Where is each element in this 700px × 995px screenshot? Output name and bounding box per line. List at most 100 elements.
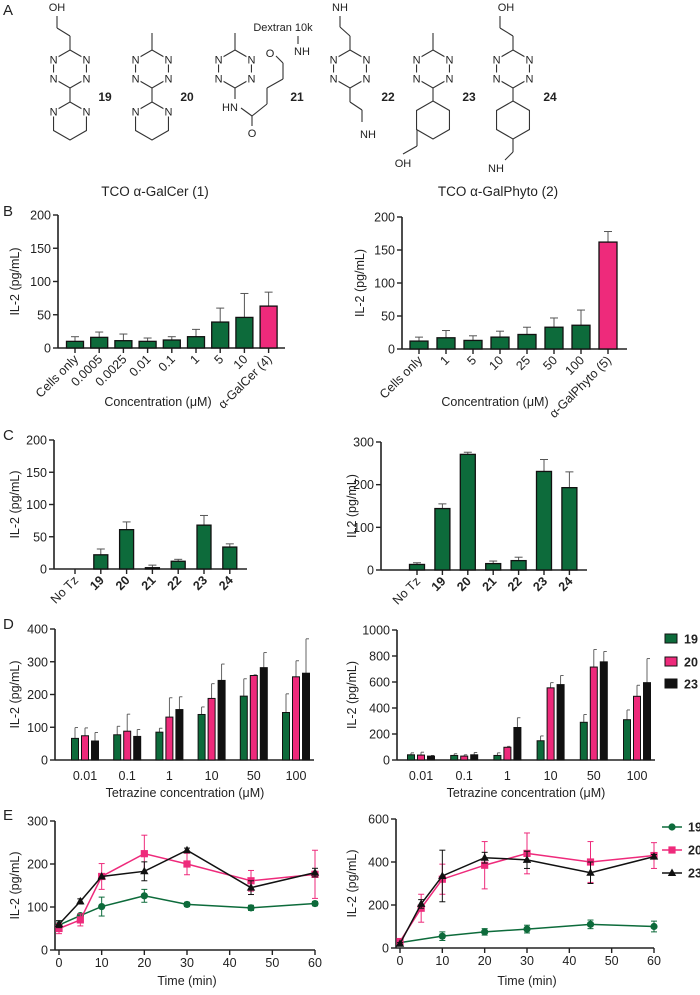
nitrogen-label: N <box>215 74 223 86</box>
legend-label: 23 <box>684 678 698 692</box>
bar <box>459 453 476 571</box>
y-tick-label: 100 <box>27 721 48 735</box>
amide-nh-label: HN <box>222 102 238 114</box>
bar <box>138 340 157 349</box>
data-point-series-20 <box>183 860 191 868</box>
x-tick-label: 50 <box>540 353 560 373</box>
y-tick-label: 100 <box>374 277 395 291</box>
legend-swatch <box>664 633 678 644</box>
compound-number: 20 <box>180 90 194 104</box>
bar-series-20 <box>460 755 469 761</box>
atom-mask <box>163 72 174 84</box>
bar <box>408 563 426 571</box>
y-tick-label: 0 <box>388 343 395 357</box>
bar <box>434 507 451 571</box>
bar-series-23 <box>556 684 565 761</box>
x-tick-label: 5 <box>464 353 479 368</box>
data-point-series-23 <box>182 845 192 854</box>
bar-series-19 <box>493 754 502 761</box>
legend-label: 20 <box>688 844 700 858</box>
x-tick-label: 30 <box>180 956 194 970</box>
bar <box>561 487 578 571</box>
hydroxyl-label: OH <box>395 158 412 170</box>
data-point-series-19 <box>586 920 595 928</box>
data-point-series-19 <box>247 904 255 912</box>
data-point-series-20 <box>140 850 148 858</box>
bar-series-23 <box>513 727 522 761</box>
bond <box>240 107 253 117</box>
nitrogen-label: N <box>82 55 90 67</box>
x-tick-label: 10 <box>95 956 109 970</box>
x-tick-label: 50 <box>265 956 279 970</box>
y-tick-label: 400 <box>368 856 389 870</box>
data-point-series-19 <box>481 928 489 936</box>
atom-mask <box>213 72 224 84</box>
data-point-series-23 <box>395 939 405 947</box>
nitrogen-label: N <box>132 55 140 67</box>
x-tick-label: 30 <box>520 954 534 968</box>
nitrogen-label: N <box>50 74 58 86</box>
atom-mask <box>361 53 372 65</box>
y-tick-label: 0 <box>367 564 374 578</box>
legend-swatch <box>664 678 678 689</box>
x-tick-label: 19 <box>87 573 107 593</box>
bond <box>251 103 268 117</box>
nitrogen-label: N <box>132 74 140 86</box>
data-point-series-23 <box>438 871 447 879</box>
atom-mask <box>163 105 174 117</box>
bar <box>463 339 483 350</box>
x-tick-label: 100 <box>286 769 307 783</box>
bar <box>144 567 161 570</box>
bar-series-19 <box>239 695 248 761</box>
chart-c-right: 0 100 200 300 IL2 (pg/mL) No Tz 19 20 21 22 23 24 <box>345 436 587 608</box>
nitrogen-label: N <box>362 55 370 67</box>
bar-series-19 <box>113 734 122 761</box>
x-tick-label: 0 <box>397 954 404 968</box>
panel-letter-a: A <box>3 2 13 19</box>
y-tick-label: 150 <box>374 244 395 258</box>
data-point-series-23 <box>649 852 659 860</box>
amine-label: NH <box>360 129 376 141</box>
compound-number: 23 <box>462 90 476 104</box>
bar <box>162 339 181 349</box>
y-tick-label: 200 <box>27 858 48 872</box>
y-tick-label: 400 <box>369 702 390 716</box>
y-tick-label: 600 <box>369 676 390 690</box>
bar-series-23 <box>91 740 99 761</box>
bar <box>259 305 278 349</box>
chart-title: TCO α-GalPhyto (2) <box>438 184 558 199</box>
bar-series-19 <box>450 754 459 761</box>
legend-label: 23 <box>688 867 700 881</box>
series-line-19 <box>399 923 655 944</box>
y-tick-label: 50 <box>33 530 47 544</box>
legend-label: 19 <box>688 821 700 835</box>
x-tick-label: 1 <box>187 352 202 367</box>
y-axis-label: IL-2 (pg/mL) <box>345 661 359 729</box>
nitrogen-label: N <box>215 55 223 67</box>
bar <box>409 340 429 350</box>
panel-letter-b: B <box>3 203 13 220</box>
data-point-series-23 <box>246 883 256 891</box>
chart-d-left: 0 100 200 300 400 IL-2 (pg/mL) Tetrazine conce… <box>8 623 314 800</box>
y-tick-label: 200 <box>368 899 389 913</box>
atom-mask <box>524 72 535 84</box>
panel-letter-e: E <box>3 807 13 824</box>
nitrogen-label: N <box>493 55 501 67</box>
x-tick-label: 10 <box>544 769 558 783</box>
bar <box>222 546 238 570</box>
bar <box>544 326 564 350</box>
y-axis-label: IL2 (pg/mL) <box>345 474 359 538</box>
atom-mask <box>411 72 422 84</box>
y-axis-label: IL-2 (pg/mL) <box>353 249 367 317</box>
y-tick-label: 100 <box>27 901 48 915</box>
bar <box>571 324 591 350</box>
atom-mask <box>48 72 59 84</box>
data-point-series-19 <box>650 922 658 931</box>
data-point-series-23 <box>310 868 320 876</box>
nitrogen-label: N <box>525 74 533 86</box>
bar-series-23 <box>259 667 268 761</box>
bar <box>93 554 109 570</box>
legend-label: 20 <box>684 656 698 670</box>
x-tick-label: 1 <box>166 769 173 783</box>
x-tick-label: 5 <box>212 352 227 367</box>
